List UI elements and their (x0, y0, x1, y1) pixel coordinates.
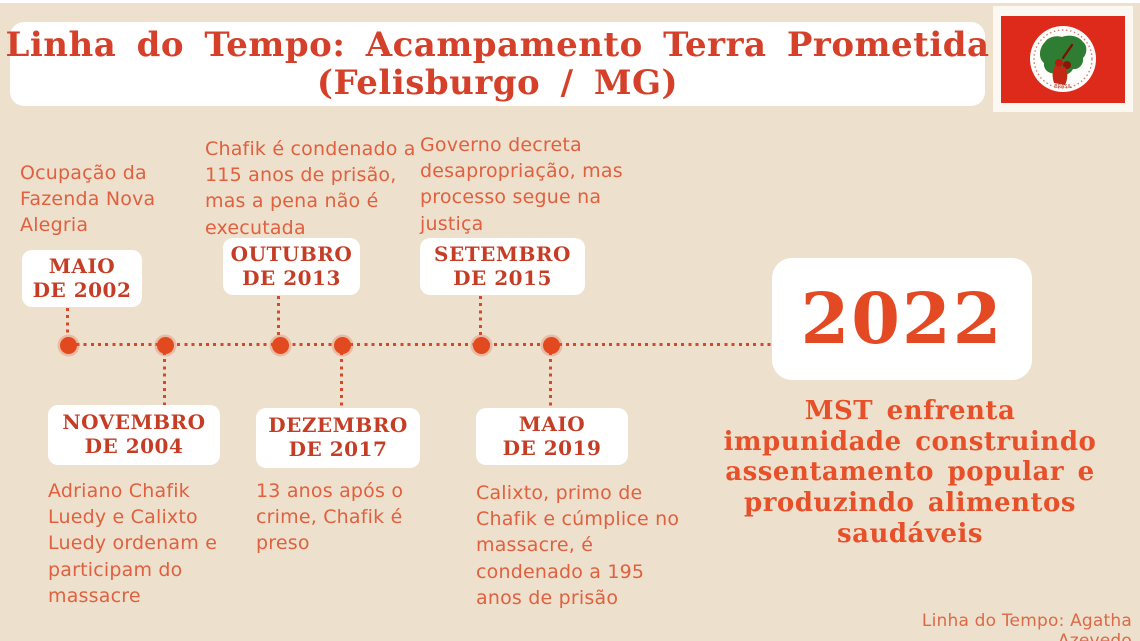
timeline-dot (272, 337, 289, 354)
closing-line: produzindo alimentos (744, 488, 1076, 519)
badge-year: DE 2015 (453, 265, 552, 290)
final-year-badge: 2022 (772, 258, 1032, 380)
badge-year: DE 2004 (84, 434, 184, 458)
timeline-line (62, 343, 774, 346)
badge-month: MAIO (518, 411, 586, 436)
timeline-connector (479, 296, 482, 338)
svg-text:BRASIL: BRASIL (1054, 84, 1072, 90)
timeline-connector (340, 352, 343, 408)
event-description-2019: Calixto, primo de Chafik e cúmplice no m… (476, 482, 680, 609)
timeline-connector (66, 308, 69, 338)
page-title-line-2: (Felisburgo / MG) (316, 63, 679, 103)
event-description-2013: Chafik é condenado a 115 anos de prisão,… (205, 138, 416, 239)
badge-year: DE 2002 (32, 277, 132, 302)
badge-year: DE 2013 (242, 265, 341, 290)
closing-line: MST enfrenta (804, 396, 1016, 426)
badge-month: DEZEMBRO (268, 413, 408, 438)
timeline-dot (157, 337, 174, 354)
event-date-badge-2019: MAIO DE 2019 (476, 408, 628, 465)
mst-flag-logo: BRASIL (993, 6, 1133, 112)
mst-flag-icon: BRASIL (993, 6, 1133, 112)
event-date-badge-2013: OUTUBRO DE 2013 (223, 238, 360, 295)
badge-month: SETEMBRO (434, 241, 571, 266)
badge-month: NOVEMBRO (62, 410, 206, 435)
timeline-dot (334, 337, 351, 354)
closing-statement: MST enfrenta impunidade construindo asse… (692, 396, 1128, 549)
timeline-connector (163, 352, 166, 405)
closing-line: saudáveis (836, 518, 984, 549)
badge-year: DE 2017 (288, 437, 388, 461)
badge-month: MAIO (48, 253, 116, 278)
badge-month: OUTUBRO (230, 241, 353, 266)
event-description-2017: 13 anos após o crime, Chafik é preso (256, 480, 404, 555)
closing-line: impunidade construindo (723, 426, 1097, 457)
top-border-strip (0, 0, 1140, 3)
timeline-dot (60, 337, 77, 354)
event-description-2004: Adriano Chafik Luedy e Calixto Luedy ord… (48, 480, 218, 607)
timeline-connector (549, 352, 552, 408)
event-description-2002: Ocupação da Fazenda Nova Alegria (20, 162, 156, 237)
closing-line: assentamento popular e (725, 457, 1095, 488)
event-date-badge-2017: DEZEMBRO DE 2017 (256, 408, 420, 468)
page-title-line-1: Linha do Tempo: Acampamento Terra Promet… (5, 24, 990, 65)
event-description-2015: Governo decreta desapropriação, mas proc… (420, 134, 623, 235)
event-date-badge-2015: SETEMBRO DE 2015 (420, 238, 585, 295)
timeline-dot (543, 337, 560, 354)
final-year: 2022 (800, 277, 1004, 360)
event-date-badge-2004: NOVEMBRO DE 2004 (48, 405, 220, 465)
badge-year: DE 2019 (502, 435, 602, 460)
page-title: Linha do Tempo: Acampamento Terra Promet… (5, 22, 989, 106)
timeline-dot (473, 337, 490, 354)
event-date-badge-2002: MAIO DE 2002 (22, 250, 142, 307)
timeline-connector (277, 296, 280, 338)
credit-text: Linha do Tempo: Agatha Azevedo (921, 611, 1132, 641)
